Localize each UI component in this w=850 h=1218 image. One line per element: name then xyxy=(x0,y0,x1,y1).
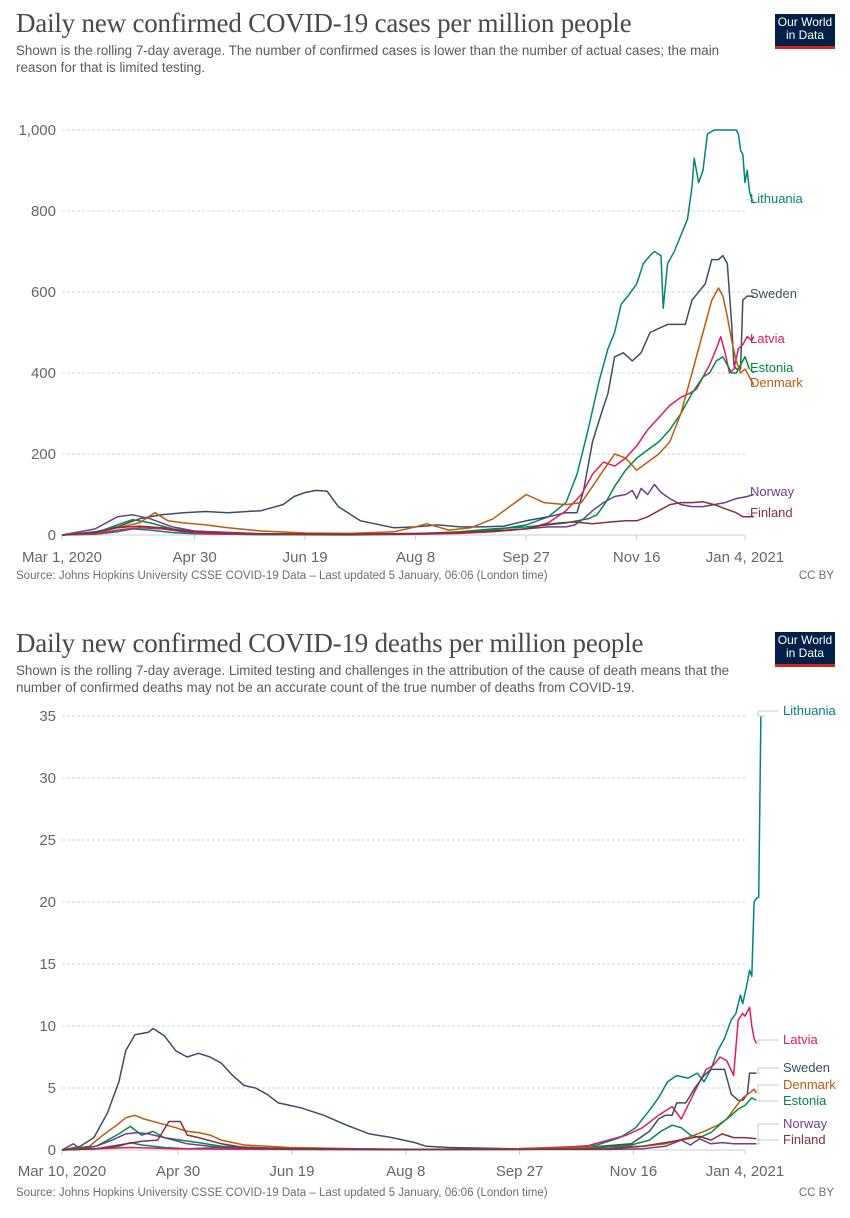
x-tick-label: Jan 4, 2021 xyxy=(706,1163,784,1180)
logo-line-2: in Data xyxy=(785,646,825,660)
owid-logo[interactable]: Our World in Data xyxy=(775,14,835,49)
y-tick-label: 20 xyxy=(39,894,56,911)
series-line-finland[interactable] xyxy=(61,501,754,536)
label-leader-line xyxy=(757,1138,779,1141)
x-tick-label: Aug 8 xyxy=(396,549,435,566)
x-tick-label: Nov 16 xyxy=(610,1163,658,1180)
x-tick-label: Jan 4, 2021 xyxy=(706,549,784,566)
series-label-sweden[interactable]: Sweden xyxy=(783,1060,830,1075)
series-label-sweden[interactable]: Sweden xyxy=(750,286,797,301)
y-tick-label: 0 xyxy=(48,527,56,544)
label-leader-line xyxy=(757,1099,779,1102)
series-label-latvia[interactable]: Latvia xyxy=(783,1032,818,1047)
cases-chart-panel: Daily new confirmed COVID-19 cases per m… xyxy=(0,0,850,600)
series-label-estonia[interactable]: Estonia xyxy=(750,360,794,375)
series-label-finland[interactable]: Finland xyxy=(750,505,793,520)
chart-title: Daily new confirmed COVID-19 cases per m… xyxy=(16,8,632,38)
x-tick-label: Apr 30 xyxy=(156,1163,200,1180)
chart-subtitle: Shown is the rolling 7-day average. The … xyxy=(16,43,720,75)
series-line-finland[interactable] xyxy=(61,1120,757,1151)
source-note[interactable]: Source: Johns Hopkins University CSSE CO… xyxy=(16,1187,548,1199)
series-line-lithuania[interactable] xyxy=(61,715,762,1151)
x-tick-label: Sep 27 xyxy=(496,1163,544,1180)
y-tick-label: 800 xyxy=(31,203,56,220)
label-leader-line xyxy=(757,1123,779,1145)
logo-line-2: in Data xyxy=(785,28,825,42)
label-leader-line xyxy=(746,198,757,204)
series-label-latvia[interactable]: Latvia xyxy=(750,331,785,346)
series-label-norway[interactable]: Norway xyxy=(750,484,795,499)
y-tick-label: 400 xyxy=(31,365,56,382)
series-label-norway[interactable]: Norway xyxy=(783,1116,828,1131)
x-tick-label: Mar 10, 2020 xyxy=(18,1163,106,1180)
label-leader-line xyxy=(746,367,757,374)
y-tick-label: 600 xyxy=(31,284,56,301)
series-line-norway[interactable] xyxy=(61,483,755,536)
cases-line-chart: 0 200 400 600 800 1,000 Mar 1, 2020 Apr 30 Jun 1… xyxy=(18,122,804,566)
y-tick-label: 1,000 xyxy=(18,122,56,139)
x-tick-label: Apr 30 xyxy=(173,549,217,566)
logo-line-1: Our World xyxy=(777,633,833,647)
y-tick-label: 0 xyxy=(48,1142,56,1159)
x-tick-label: Sep 27 xyxy=(502,549,550,566)
series-label-estonia[interactable]: Estonia xyxy=(783,1093,827,1108)
deaths-chart-panel: Daily new confirmed COVID-19 deaths per … xyxy=(0,620,850,1218)
series-line-sweden[interactable] xyxy=(61,1027,757,1151)
y-tick-label: 25 xyxy=(39,832,56,849)
y-tick-label: 5 xyxy=(48,1080,56,1097)
source-note[interactable]: Source: Johns Hopkins University CSSE CO… xyxy=(16,570,548,582)
series-line-sweden[interactable] xyxy=(61,254,754,536)
x-tick-label: Jun 19 xyxy=(269,1163,314,1180)
label-leader-line xyxy=(757,1039,779,1044)
label-leader-line xyxy=(746,512,757,518)
series-label-lithuania[interactable]: Lithuania xyxy=(783,703,837,718)
x-tick-label: Aug 8 xyxy=(386,1163,425,1180)
series-line-estonia[interactable] xyxy=(61,356,755,536)
chart-title: Daily new confirmed COVID-19 deaths per … xyxy=(16,628,644,658)
series-label-denmark[interactable]: Denmark xyxy=(783,1077,836,1092)
y-tick-label: 30 xyxy=(39,770,56,787)
series-line-denmark[interactable] xyxy=(61,287,755,536)
logo-line-1: Our World xyxy=(777,15,833,29)
y-tick-label: 35 xyxy=(39,708,56,725)
x-tick-label: Mar 1, 2020 xyxy=(22,549,102,566)
series-label-finland[interactable]: Finland xyxy=(783,1132,826,1147)
label-leader-line xyxy=(757,1084,779,1094)
chart-subtitle: Shown is the rolling 7-day average. Limi… xyxy=(16,663,730,695)
x-tick-label: Nov 16 xyxy=(613,549,661,566)
series-label-lithuania[interactable]: Lithuania xyxy=(750,191,804,206)
y-tick-label: 15 xyxy=(39,956,56,973)
deaths-line-chart: 0 5 10 15 20 25 30 35 Mar 10, 2020 Apr 30 Jun 19 Au… xyxy=(18,703,837,1180)
series-line-latvia[interactable] xyxy=(61,335,755,536)
x-tick-label: Jun 19 xyxy=(283,549,328,566)
label-leader-line xyxy=(757,1067,779,1074)
label-leader-line xyxy=(757,710,779,717)
y-tick-label: 10 xyxy=(39,1018,56,1035)
license-link[interactable]: CC BY xyxy=(798,570,834,582)
series-label-denmark[interactable]: Denmark xyxy=(750,375,803,390)
y-tick-label: 200 xyxy=(31,446,56,463)
owid-logo[interactable]: Our World in Data xyxy=(775,632,835,667)
license-link[interactable]: CC BY xyxy=(798,1187,834,1199)
